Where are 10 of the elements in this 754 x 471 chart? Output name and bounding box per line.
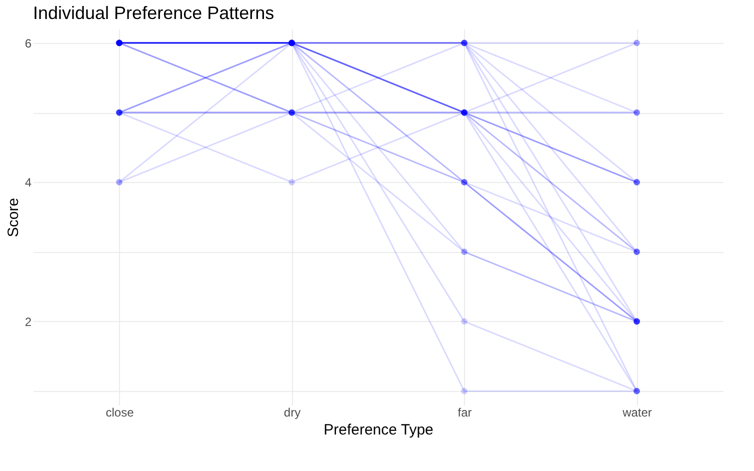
x-tick-label: dry bbox=[284, 406, 301, 420]
chart-title: Individual Preference Patterns bbox=[33, 3, 274, 23]
x-tick-label: far bbox=[458, 406, 472, 420]
y-axis-title: Score bbox=[4, 198, 22, 238]
x-tick-label: water bbox=[622, 406, 652, 420]
x-tick-label: close bbox=[106, 406, 134, 420]
y-tick-label: 4 bbox=[24, 176, 32, 190]
x-axis-title: Preference Type bbox=[324, 422, 434, 438]
y-tick-label: 6 bbox=[24, 36, 32, 50]
y-tick-label: 2 bbox=[24, 314, 32, 329]
